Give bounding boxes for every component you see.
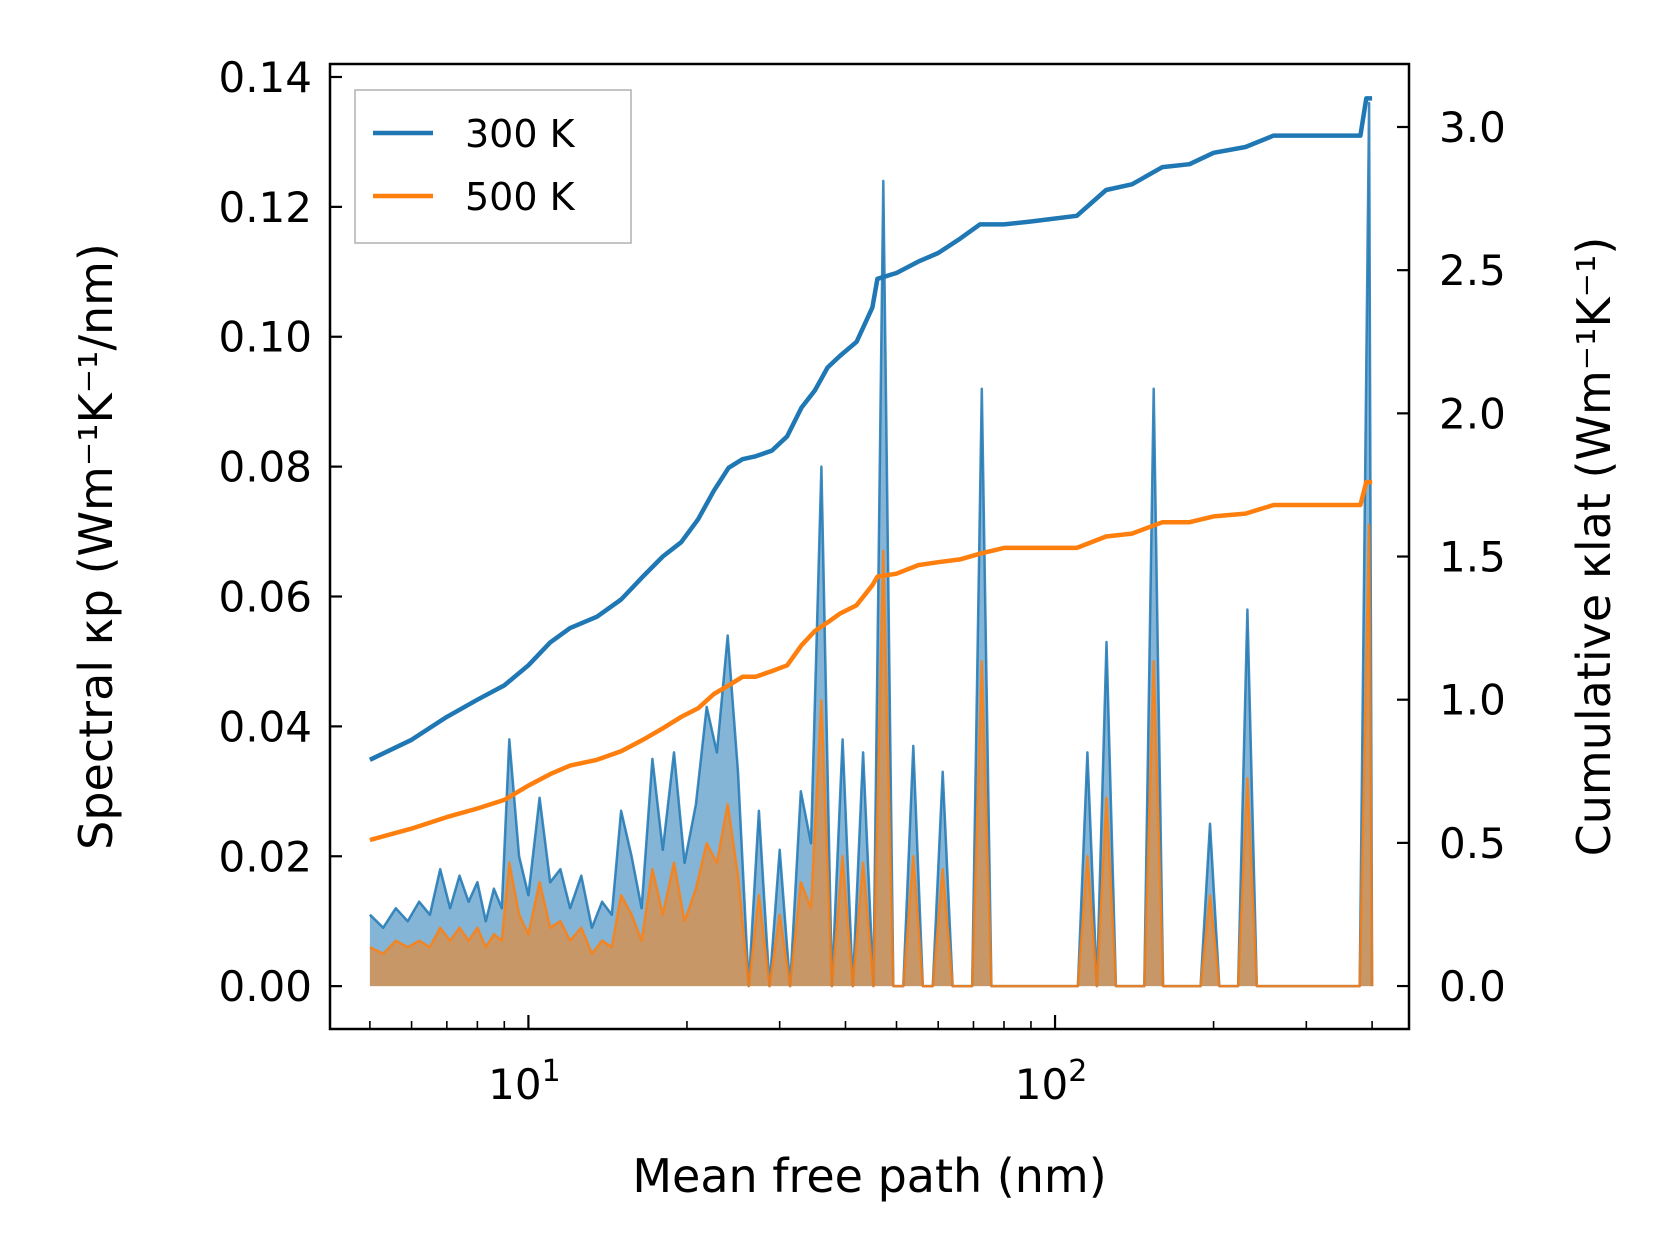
y-left-axis-title: Spectral κp (Wm⁻¹K⁻¹/nm): [69, 243, 123, 850]
legend: 300 K 500 K: [354, 89, 632, 244]
y-right-tick-label: 0.0: [1439, 962, 1506, 1011]
y-left-tick-label: 0.04: [218, 702, 312, 751]
legend-box: [354, 89, 632, 244]
cumulative-line-300k: [368, 96, 1373, 762]
spectral-line-500k: [369, 523, 1374, 988]
y-left-tick-label: 0.10: [218, 313, 312, 362]
y-right-tick-label: 0.5: [1439, 819, 1506, 868]
y-left-tick-label: 0.12: [218, 183, 312, 232]
x-axis-title: Mean free path (nm): [632, 1149, 1106, 1203]
y-left-tick-label: 0.00: [218, 962, 312, 1011]
x-tick-label: 102: [1015, 1054, 1088, 1109]
y-right-tick-label: 1.0: [1439, 676, 1506, 725]
y-left-tick-label: 0.02: [218, 832, 312, 881]
y-right-axis-title: Cumulative κlat (Wm⁻¹K⁻¹): [1567, 237, 1621, 857]
y-left-tick-label: 0.14: [218, 53, 312, 102]
y-left-tick-label: 0.08: [218, 443, 312, 492]
y-right-tick-label: 1.5: [1439, 533, 1506, 582]
y-left-tick-label: 0.06: [218, 573, 312, 622]
y-right-tick-label: 2.5: [1439, 246, 1506, 295]
data-lines: [368, 96, 1374, 988]
y-right-tick-label: 3.0: [1439, 103, 1506, 152]
axis-ticks: 0.00 0.02 0.04 0.06 0.08 0.10 0.12 0.14 0.0 0.5 1.…: [218, 53, 1505, 1109]
plot-frame: [328, 62, 1411, 1031]
cumulative-line-500k: [369, 479, 1373, 843]
x-tick-label: 101: [488, 1054, 561, 1109]
legend-label-300k: 300 K: [465, 112, 576, 156]
y-right-tick-label: 2.0: [1439, 389, 1506, 438]
legend-label-500k: 500 K: [465, 175, 576, 219]
